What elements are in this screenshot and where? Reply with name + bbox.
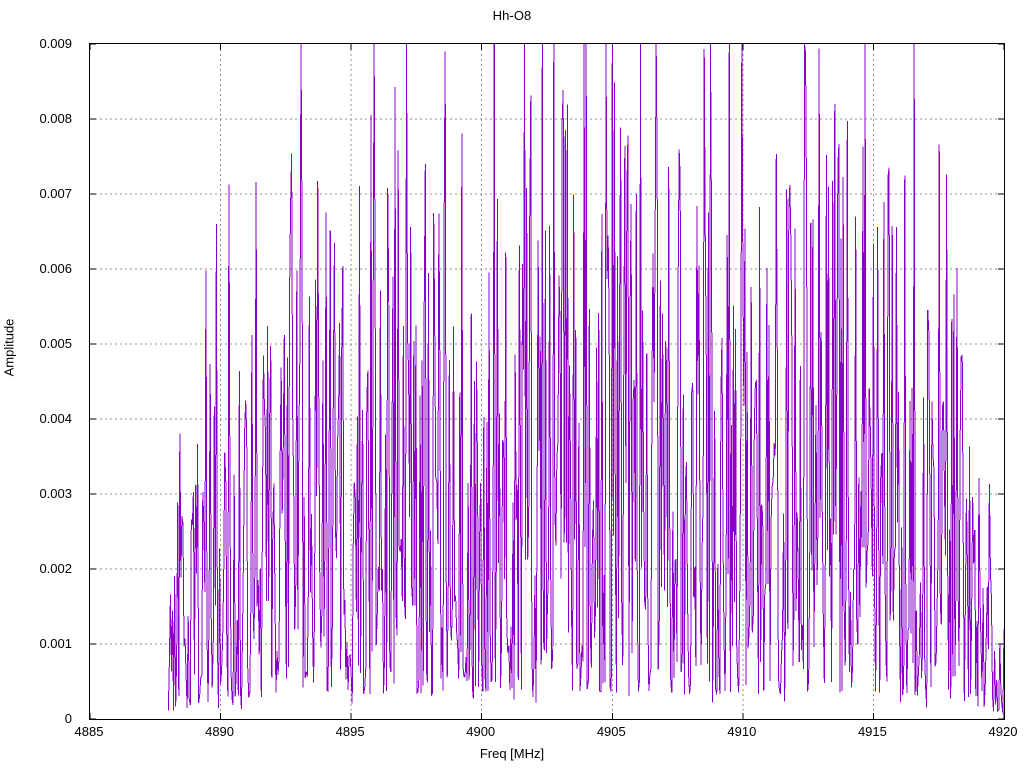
x-tick-label: 4910 — [727, 724, 757, 739]
chart-title: Hh-O8 — [492, 8, 532, 23]
y-tick-label: 0.002 — [39, 561, 72, 576]
y-tick-label: 0 — [64, 711, 72, 726]
x-tick-label: 4895 — [335, 724, 365, 739]
x-tick-label: 4885 — [74, 724, 104, 739]
y-tick-label: 0.003 — [39, 486, 72, 501]
x-tick-label: 4920 — [988, 724, 1018, 739]
plot-area — [89, 43, 1005, 720]
x-tick-label: 4915 — [857, 724, 887, 739]
x-tick-label: 4905 — [596, 724, 626, 739]
y-tick-label: 0.005 — [39, 336, 72, 351]
grid-lines — [90, 44, 1004, 719]
x-axis-tick-labels: 4885 4890 4895 4900 4905 4910 4915 4920 — [0, 725, 1024, 745]
y-tick-label: 0.008 — [39, 111, 72, 126]
spectrum-plot-svg — [90, 44, 1004, 719]
y-tick-label: 0.007 — [39, 186, 72, 201]
spectrum-trace — [167, 44, 1004, 714]
y-tick-label: 0.006 — [39, 261, 72, 276]
x-tick-label: 4890 — [205, 724, 235, 739]
y-tick-label: 0.001 — [39, 636, 72, 651]
y-tick-label: 0.004 — [39, 411, 72, 426]
y-tick-label: 0.009 — [39, 36, 72, 51]
x-axis-label: Freq [MHz] — [479, 746, 545, 761]
y-axis-tick-labels: 0 0.001 0.002 0.003 0.004 0.005 0.006 0.007 0.00… — [0, 37, 82, 725]
x-tick-label: 4900 — [466, 724, 496, 739]
